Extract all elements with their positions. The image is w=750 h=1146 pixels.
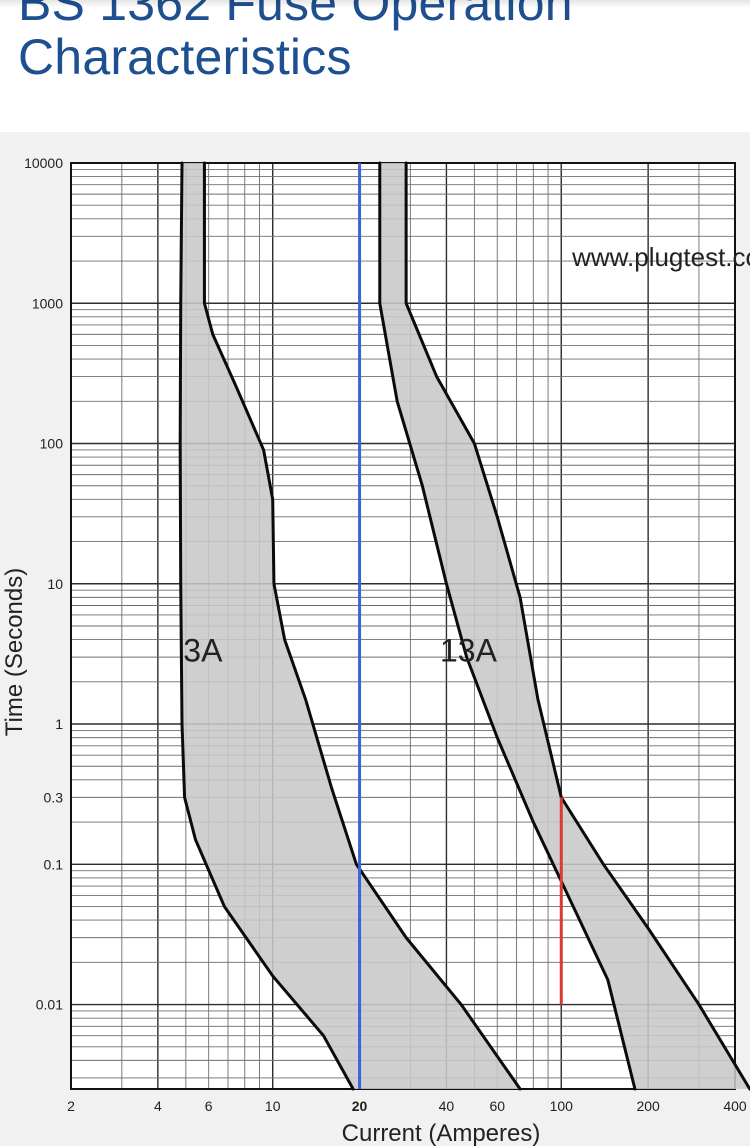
y-tick-label: 0.3 bbox=[44, 789, 64, 805]
fuse-lower-curve-13A bbox=[378, 161, 637, 1091]
y-tick-label: 1 bbox=[55, 716, 63, 732]
fuse-characteristics-chart: www.plugtest.co.uk 3A 13A 10000 1000 100 10 1 0.… bbox=[1, 155, 750, 1146]
band-label-3A: 3A bbox=[183, 632, 223, 668]
x-tick-label: 20 bbox=[352, 1098, 368, 1114]
label-layer: www.plugtest.co.uk 3A 13A 10000 1000 100 10 1 0.… bbox=[1, 155, 750, 1146]
x-tick-label: 10 bbox=[265, 1098, 281, 1114]
x-tick-label: 6 bbox=[205, 1098, 213, 1114]
y-axis-label: Time (Seconds) bbox=[1, 568, 28, 737]
page-title: BS 1362 Fuse Operation Characteristics bbox=[18, 0, 573, 85]
fuse-upper-curve-3A bbox=[202, 161, 522, 1091]
top-shadow bbox=[0, 0, 750, 8]
x-tick-label: 400 bbox=[723, 1098, 747, 1114]
y-tick-label: 0.01 bbox=[36, 997, 63, 1013]
x-tick-label: 40 bbox=[439, 1098, 455, 1114]
x-tick-label: 100 bbox=[550, 1098, 574, 1114]
x-tick-label: 4 bbox=[154, 1098, 162, 1114]
y-tick-label: 100 bbox=[40, 436, 64, 452]
fuse-upper-curve-13A bbox=[404, 161, 750, 1091]
y-tick-label: 0.1 bbox=[44, 856, 64, 872]
x-axis-label: Current (Amperes) bbox=[342, 1120, 541, 1146]
x-tick-label: 200 bbox=[636, 1098, 660, 1114]
y-tick-label: 1000 bbox=[32, 295, 63, 311]
watermark-text: www.plugtest.co.uk bbox=[571, 242, 750, 272]
x-tick-label: 60 bbox=[489, 1098, 505, 1114]
chart-panel: www.plugtest.co.uk 3A 13A 10000 1000 100 10 1 0.… bbox=[0, 132, 750, 1146]
y-tick-label: 10000 bbox=[24, 155, 63, 171]
band-layer bbox=[180, 163, 750, 1089]
band-label-13A: 13A bbox=[440, 632, 498, 668]
y-tick-label: 10 bbox=[47, 576, 63, 592]
curve-layer bbox=[178, 161, 750, 1091]
fuse-band-3A bbox=[180, 163, 521, 1089]
fuse-lower-curve-3A bbox=[178, 161, 355, 1091]
marker-layer bbox=[358, 163, 563, 1089]
x-tick-label: 2 bbox=[67, 1098, 75, 1114]
